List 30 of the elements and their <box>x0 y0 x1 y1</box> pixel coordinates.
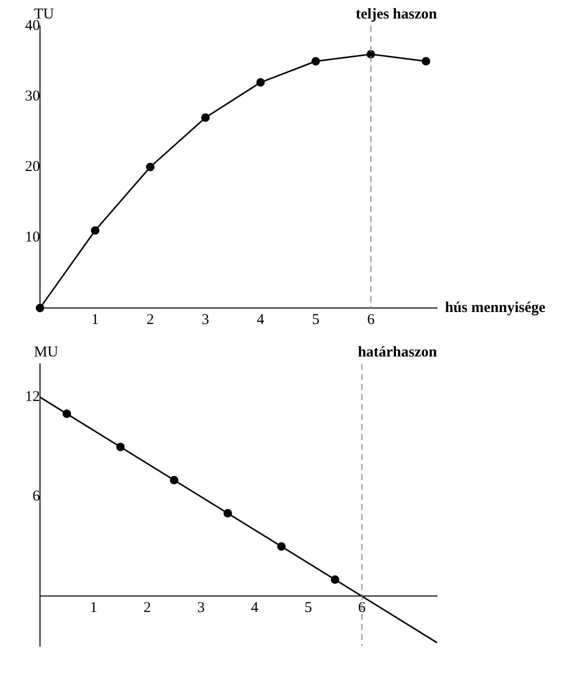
x-tick-label: 4 <box>250 600 259 616</box>
point <box>422 57 430 66</box>
point <box>366 50 376 58</box>
y-tick-label: 20 <box>25 158 40 175</box>
y-tick-label: 30 <box>25 88 40 104</box>
x-tick-label: 5 <box>312 312 320 328</box>
x-tick-label: 6 <box>358 600 366 616</box>
y-tick-label: 12 <box>25 389 40 406</box>
point <box>36 304 44 312</box>
x-tick-label: 1 <box>90 600 98 616</box>
x-tick-label: 3 <box>202 312 210 328</box>
text: határhaszon <box>358 344 438 360</box>
x-tick-label: 1 <box>91 312 99 328</box>
x-tick-label: 5 <box>304 600 312 616</box>
y-tick-label: 10 <box>25 229 40 246</box>
point <box>90 226 100 235</box>
x-tick-label: 2 <box>146 312 154 328</box>
y-tick-label: 40 <box>25 18 40 34</box>
x-tick-label: 6 <box>367 312 376 328</box>
y-axis-title: MU <box>34 344 58 360</box>
x-tick-label: 4 <box>256 312 265 328</box>
point <box>146 162 155 172</box>
point <box>256 78 265 87</box>
y-tick-label: 6 <box>32 488 40 505</box>
point <box>201 113 210 122</box>
point <box>311 57 320 66</box>
x-axis-title: hús mennyisége <box>445 300 546 316</box>
x-tick-label: 2 <box>144 600 152 616</box>
text: teljes haszon <box>356 6 438 22</box>
x-tick-label: 3 <box>197 600 205 616</box>
